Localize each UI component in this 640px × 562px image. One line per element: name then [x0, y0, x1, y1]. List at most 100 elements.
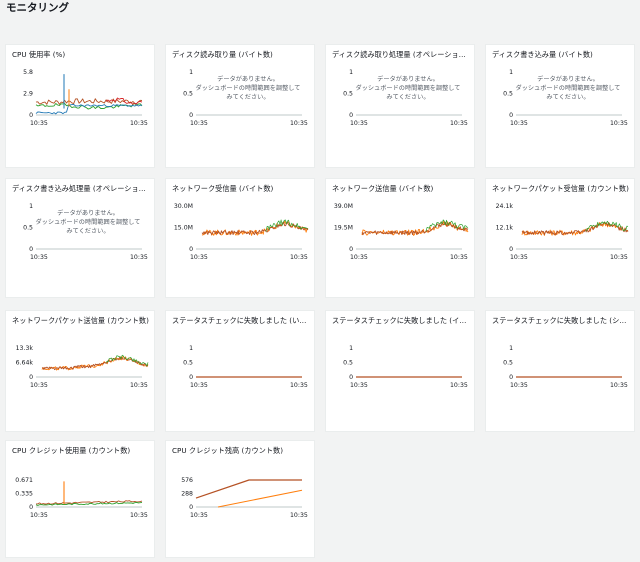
x-tick-label: 10:35	[610, 254, 628, 261]
x-tick-label: 10:35	[510, 382, 528, 389]
y-tick-label: 0.5	[183, 91, 193, 98]
y-tick-label: 30.0M	[174, 203, 193, 210]
y-tick-label: 0.5	[23, 225, 33, 232]
x-tick-label: 10:35	[30, 120, 48, 127]
y-tick-label: 1	[349, 69, 353, 76]
metric-card[interactable]: ネットワークパケット送信量 (カウント数) 13.3k 6.64k 0 10:35 10:…	[6, 311, 154, 431]
series-line-secondary	[361, 221, 469, 236]
x-tick-label: 10:35	[30, 254, 48, 261]
y-tick-label: 2.9	[23, 91, 33, 98]
y-tick-label: 1	[509, 69, 513, 76]
series-line-tertiary	[105, 354, 149, 367]
y-tick-label: 0	[29, 504, 33, 511]
x-tick-label: 10:35	[350, 120, 368, 127]
metric-card[interactable]: ディスク読み取り処理量 (オペレーション数) 1 0.5 0 10:35 10:35 データ…	[326, 45, 474, 167]
x-tick-label: 10:35	[510, 254, 528, 261]
metric-card[interactable]: ディスク書き込み処理量 (オペレーション数) 1 0.5 0 10:35 10:35 データ…	[6, 179, 154, 297]
x-tick-label: 10:35	[610, 120, 628, 127]
y-tick-label: 288	[181, 491, 193, 498]
metric-card[interactable]: ネットワークパケット受信量 (カウント数) 24.1k 12.1k 0 10:35 10:…	[486, 179, 634, 297]
y-tick-label: 0	[349, 112, 353, 119]
y-tick-label: 0	[189, 504, 193, 511]
y-tick-label: 0.5	[503, 360, 513, 367]
y-tick-label: 12.1k	[496, 225, 514, 232]
y-tick-label: 0.5	[343, 360, 353, 367]
metric-card[interactable]: ネットワーク受信量 (バイト数) 30.0M 15.0M 0 10:35 10:35	[166, 179, 314, 297]
x-tick-label: 10:35	[130, 120, 148, 127]
y-tick-label: 1	[29, 203, 33, 210]
y-tick-label: 24.1k	[496, 203, 514, 210]
no-data-message: データがありません。	[57, 210, 119, 217]
page-title: モニタリング	[6, 2, 69, 14]
y-tick-label: 0.5	[183, 360, 193, 367]
x-tick-label: 10:35	[190, 120, 208, 127]
y-tick-label: 0	[349, 246, 353, 253]
metric-card[interactable]: ディスク書き込み量 (バイト数) 1 0.5 0 10:35 10:35 データがありません…	[486, 45, 634, 167]
y-tick-label: 5.8	[23, 69, 33, 76]
series-line-credit-2	[35, 501, 143, 506]
y-tick-label: 13.3k	[16, 345, 34, 352]
y-tick-label: 1	[189, 345, 193, 352]
x-tick-label: 10:35	[350, 254, 368, 261]
x-tick-label: 10:35	[350, 382, 368, 389]
y-tick-label: 0	[29, 246, 33, 253]
metric-card[interactable]: ネットワーク送信量 (バイト数) 39.0M 19.5M 0 10:35 10:35	[326, 179, 474, 297]
series-line-cpu-2	[35, 103, 143, 110]
metric-card[interactable]: ディスク読み取り量 (バイト数) 1 0.5 0 10:35 10:35 データがありません…	[166, 45, 314, 167]
y-tick-label: 0	[189, 112, 193, 119]
series-line-cpu-4	[105, 97, 143, 105]
y-tick-label: 1	[349, 345, 353, 352]
y-tick-label: 15.0M	[174, 225, 193, 232]
y-tick-label: 0.5	[503, 91, 513, 98]
x-tick-label: 10:35	[190, 254, 208, 261]
x-tick-label: 10:35	[450, 382, 468, 389]
y-tick-label: 0	[29, 112, 33, 119]
x-tick-label: 10:35	[290, 512, 308, 519]
x-tick-label: 10:35	[610, 382, 628, 389]
no-data-message: ダッシュボードの時間範囲を調整してみてください。	[195, 85, 301, 101]
x-tick-label: 10:35	[510, 120, 528, 127]
y-tick-label: 1	[189, 69, 193, 76]
y-tick-label: 0	[349, 374, 353, 381]
metric-card[interactable]: CPU 使用率 (%) 5.8 2.9 0 10:35 10:35	[6, 45, 154, 167]
metric-card[interactable]: CPU クレジット残高 (カウント数) 576 288 0 10:35 10:35	[166, 441, 314, 557]
y-tick-label: 0	[509, 112, 513, 119]
y-tick-label: 576	[181, 477, 193, 484]
x-tick-label: 10:35	[290, 382, 308, 389]
series-line-cpu-3	[35, 104, 143, 115]
series-line-tertiary	[265, 219, 309, 232]
metric-card[interactable]: CPU クレジット使用量 (カウント数) 0.671 0.335 0 10:35 10:3…	[6, 441, 154, 557]
y-tick-label: 0.335	[15, 491, 33, 498]
no-data-message: ダッシュボードの時間範囲を調整してみてください。	[35, 219, 141, 235]
x-tick-label: 10:35	[190, 382, 208, 389]
series-line-secondary	[201, 221, 309, 236]
y-tick-label: 1	[509, 345, 513, 352]
no-data-message: データがありません。	[537, 76, 599, 83]
x-tick-label: 10:35	[290, 254, 308, 261]
metric-card[interactable]: ステータスチェックに失敗しました (システム) 1 0.5 0 10:35 10:35	[486, 311, 634, 431]
x-tick-label: 10:35	[30, 382, 48, 389]
metric-card[interactable]: ステータスチェックに失敗しました (いずれか) 1 0.5 0 10:35 10:35	[166, 311, 314, 431]
y-tick-label: 19.5M	[334, 225, 353, 232]
y-tick-label: 0	[189, 374, 193, 381]
series-line-tertiary	[425, 219, 469, 232]
y-tick-label: 39.0M	[334, 203, 353, 210]
series-line-primary	[361, 220, 469, 236]
y-tick-label: 6.64k	[16, 360, 34, 367]
y-tick-label: 0.671	[15, 477, 33, 484]
x-tick-label: 10:35	[290, 120, 308, 127]
no-data-message: ダッシュボードの時間範囲を調整してみてください。	[515, 85, 621, 101]
